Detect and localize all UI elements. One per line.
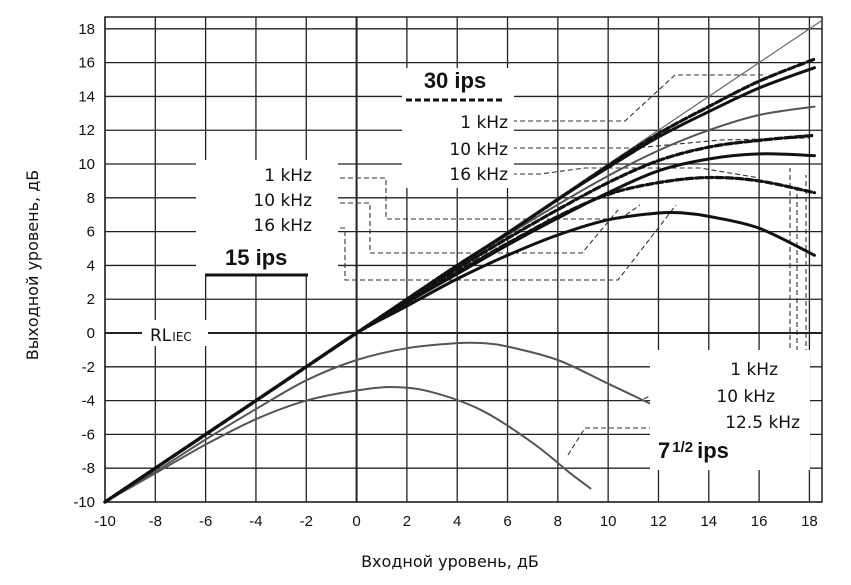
series-line-7-1-2-ips-10-khz [104, 341, 670, 503]
y-tick-label: 2 [87, 291, 95, 308]
y-tick-label: -10 [73, 494, 95, 511]
y-tick-label: -6 [82, 426, 95, 443]
x-axis-title: Входной уровень, дБ [361, 552, 539, 571]
x-tick-label: -10 [94, 513, 116, 530]
speed-label-7: 7 1/2 ips [658, 438, 729, 463]
x-tick-label: 0 [352, 513, 360, 530]
label-30-10k: 10 kHz [449, 140, 508, 160]
x-tick-label: 8 [554, 513, 562, 530]
rl-label-bg [142, 320, 208, 346]
label-bg-15 [196, 160, 338, 276]
label-7-10k: 10 kHz [716, 387, 775, 407]
y-tick-label: 18 [78, 21, 95, 38]
plot-frame [104, 16, 823, 503]
leader-line [512, 167, 761, 179]
leader-line [512, 74, 765, 122]
y-tick-label: 16 [78, 55, 95, 72]
x-tick-label: -8 [149, 513, 162, 530]
label-30-16k: 16 kHz [449, 165, 508, 185]
x-tick-label: 2 [403, 513, 411, 530]
y-tick-label: 4 [87, 257, 95, 274]
label-15-10k: 10 kHz [253, 191, 312, 211]
x-tick-labels: -10 -8 -6 -4 -2 0 2 4 6 8 10 12 14 16 18 [94, 513, 818, 530]
y-tick-label: 14 [78, 88, 95, 105]
rl-label-sub: IEC [172, 330, 192, 344]
label-bg-7 [650, 350, 810, 470]
leader-line [790, 190, 798, 377]
leader-line [316, 177, 641, 220]
axes [104, 16, 823, 503]
label-7-1k: 1 kHz [730, 360, 778, 380]
y-tick-label: 10 [78, 156, 95, 173]
x-tick-label: -6 [199, 513, 212, 530]
y-axis-title: Выходной уровень, дБ [23, 170, 42, 360]
y-tick-label: -2 [82, 359, 95, 376]
label-30-1k: 1 kHz [460, 113, 508, 133]
x-tick-label: 12 [650, 513, 667, 530]
x-tick-label: -2 [300, 513, 313, 530]
y-tick-labels: -10 -8 -6 -4 -2 0 2 4 6 8 10 12 14 16 18 [73, 21, 95, 511]
y-tick-label: 6 [87, 224, 95, 241]
y-tick-label: 0 [87, 325, 95, 342]
y-tick-label: 12 [78, 122, 95, 139]
rl-label: RLIEC [150, 326, 192, 346]
series-line-7-1-2-ips-12-5-khz [104, 386, 592, 503]
x-tick-label: 16 [751, 513, 768, 530]
data-series [103, 19, 823, 504]
speed-label-30: 30 ips [424, 68, 486, 93]
x-tick-label: 10 [600, 513, 617, 530]
x-tick-label: 18 [801, 513, 818, 530]
y-tick-label: 8 [87, 190, 95, 207]
y-tick-label: -4 [82, 393, 95, 410]
x-tick-label: -4 [249, 513, 262, 530]
label-7-125k: 12.5 kHz [725, 413, 800, 433]
series-line-30-ips-16-khz [103, 175, 817, 504]
label-bg-30 [402, 68, 514, 188]
x-tick-label: 6 [503, 513, 511, 530]
leader-line [567, 427, 586, 456]
x-tick-label: 14 [700, 513, 717, 530]
leader-line [316, 202, 619, 254]
label-15-16k: 16 kHz [253, 216, 312, 236]
x-tick-label: 4 [453, 513, 461, 530]
y-tick-label: -8 [82, 460, 95, 477]
label-15-1k: 1 kHz [264, 166, 312, 186]
speed-label-15: 15 ips [225, 245, 287, 270]
